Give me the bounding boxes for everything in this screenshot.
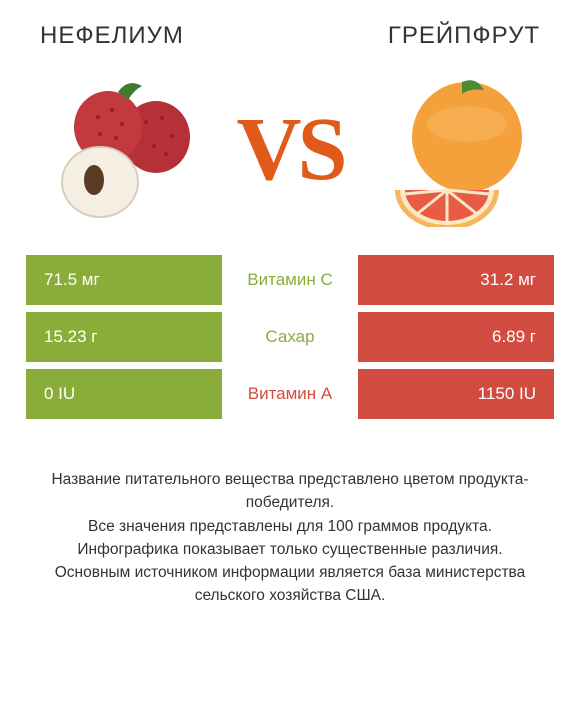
left-product-title: НЕФЕЛИУМ bbox=[40, 22, 184, 50]
footer-line: Основным источником информации является … bbox=[30, 561, 550, 608]
table-row: 0 IU Витамин A 1150 IU bbox=[26, 369, 554, 419]
comparison-header: НЕФЕЛИУМ ГРЕЙПФРУТ bbox=[0, 0, 580, 62]
footer-line: Название питательного вещества представл… bbox=[30, 468, 550, 515]
right-product-title: ГРЕЙПФРУТ bbox=[388, 22, 540, 50]
left-value: 71.5 мг bbox=[26, 255, 222, 305]
left-value: 0 IU bbox=[26, 369, 222, 419]
nutrient-label: Витамин A bbox=[222, 369, 358, 419]
grapefruit-icon bbox=[367, 72, 542, 227]
table-row: 71.5 мг Витамин C 31.2 мг bbox=[26, 255, 554, 305]
lychee-icon bbox=[38, 72, 213, 227]
nutrient-label: Сахар bbox=[222, 312, 358, 362]
footer-line: Инфографика показывает только существенн… bbox=[30, 538, 550, 561]
left-value: 15.23 г bbox=[26, 312, 222, 362]
images-row: VS bbox=[0, 62, 580, 255]
footer-note: Название питательного вещества представл… bbox=[0, 426, 580, 608]
footer-line: Все значения представлены для 100 граммо… bbox=[30, 515, 550, 538]
vs-label: VS bbox=[236, 105, 343, 195]
right-value: 6.89 г bbox=[358, 312, 554, 362]
nutrient-label: Витамин C bbox=[222, 255, 358, 305]
comparison-table: 71.5 мг Витамин C 31.2 мг 15.23 г Сахар … bbox=[0, 255, 580, 419]
right-value: 1150 IU bbox=[358, 369, 554, 419]
table-row: 15.23 г Сахар 6.89 г bbox=[26, 312, 554, 362]
right-value: 31.2 мг bbox=[358, 255, 554, 305]
